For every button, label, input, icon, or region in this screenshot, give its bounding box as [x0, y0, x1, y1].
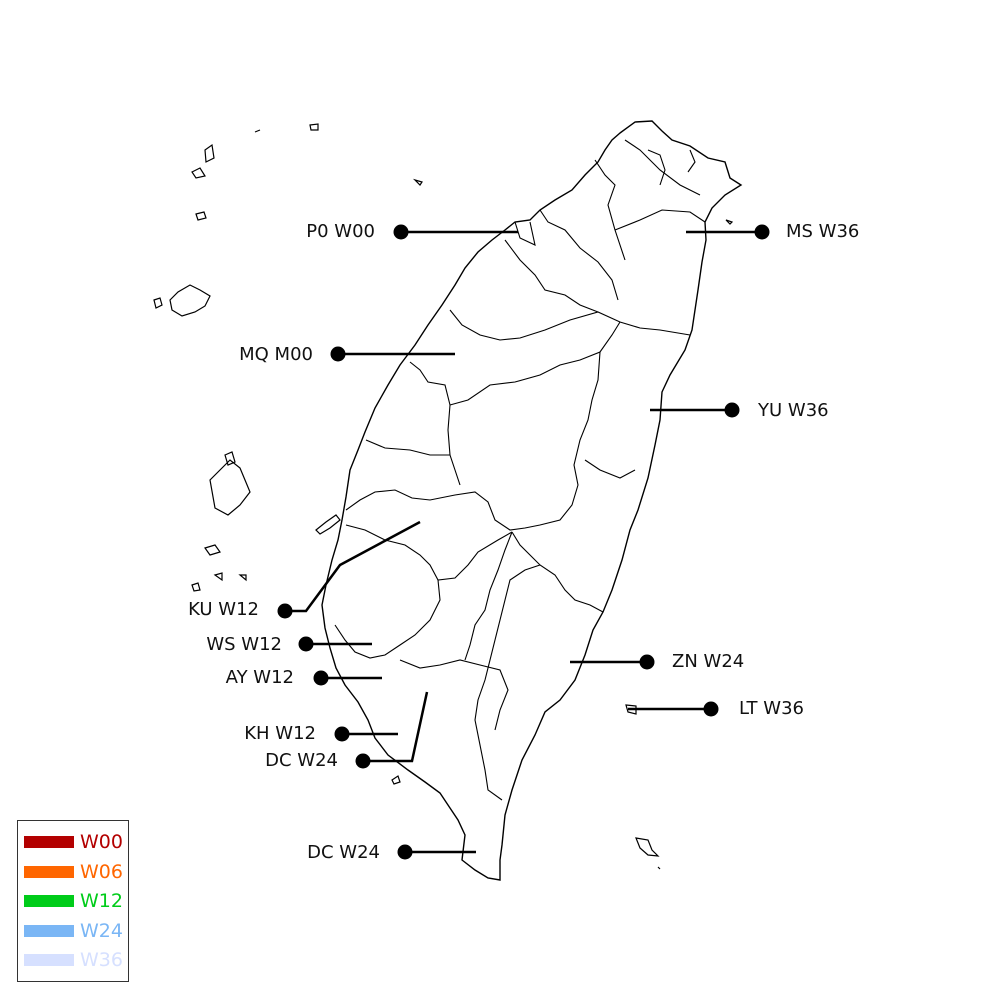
legend-label: W12	[80, 890, 123, 912]
station-label: YU W36	[757, 400, 829, 421]
station-marker[interactable]	[298, 636, 314, 652]
station-connector	[363, 691, 429, 763]
offshore-islands	[153, 123, 734, 870]
station-label: DC W24	[265, 750, 338, 771]
station-label: P0 W00	[306, 221, 375, 242]
station-marker[interactable]	[393, 224, 409, 240]
station-marker[interactable]	[724, 402, 740, 418]
station-label: WS W12	[206, 634, 282, 655]
station-markers: P0 W00 MS W36 MQ M00 YU W36 KU W12 WS W12 AY W…	[188, 221, 859, 863]
station-marker[interactable]	[334, 726, 350, 742]
station-marker[interactable]	[639, 654, 655, 670]
taiwan-main-island	[321, 120, 743, 881]
station-marker[interactable]	[313, 670, 329, 686]
legend-label: W36	[80, 949, 123, 971]
station-marker[interactable]	[754, 224, 770, 240]
county-boundaries	[334, 139, 706, 801]
station-label: LT W36	[739, 698, 804, 719]
legend-swatch	[24, 924, 74, 937]
station-marker[interactable]	[277, 603, 293, 619]
station-marker[interactable]	[703, 701, 719, 717]
legend-item: W12	[24, 888, 123, 914]
legend-swatch	[24, 954, 74, 966]
legend-label: W24	[80, 919, 123, 942]
legend-item: W06	[24, 859, 123, 885]
station-label: KH W12	[244, 723, 316, 744]
station-marker[interactable]	[330, 346, 346, 362]
legend-swatch	[24, 895, 74, 907]
legend-item: W36	[24, 947, 123, 973]
legend-item: W24	[24, 918, 123, 944]
legend-label: W00	[80, 831, 123, 853]
legend-label: W06	[80, 860, 123, 883]
station-label: KU W12	[188, 599, 259, 620]
legend-swatch	[24, 836, 74, 848]
station-label: MQ M00	[239, 344, 313, 365]
station-connector	[285, 520, 421, 613]
station-connectors	[285, 230, 762, 854]
station-label: MS W36	[786, 221, 859, 242]
legend-swatch	[24, 865, 74, 878]
station-label: DC W24	[307, 842, 380, 863]
station-marker[interactable]	[397, 844, 413, 860]
station-label: AY W12	[226, 667, 294, 688]
station-label: ZN W24	[672, 651, 744, 672]
station-marker[interactable]	[355, 753, 371, 769]
legend-item: W00	[24, 829, 123, 855]
legend: W00 W06 W12 W24 W36	[17, 820, 129, 982]
